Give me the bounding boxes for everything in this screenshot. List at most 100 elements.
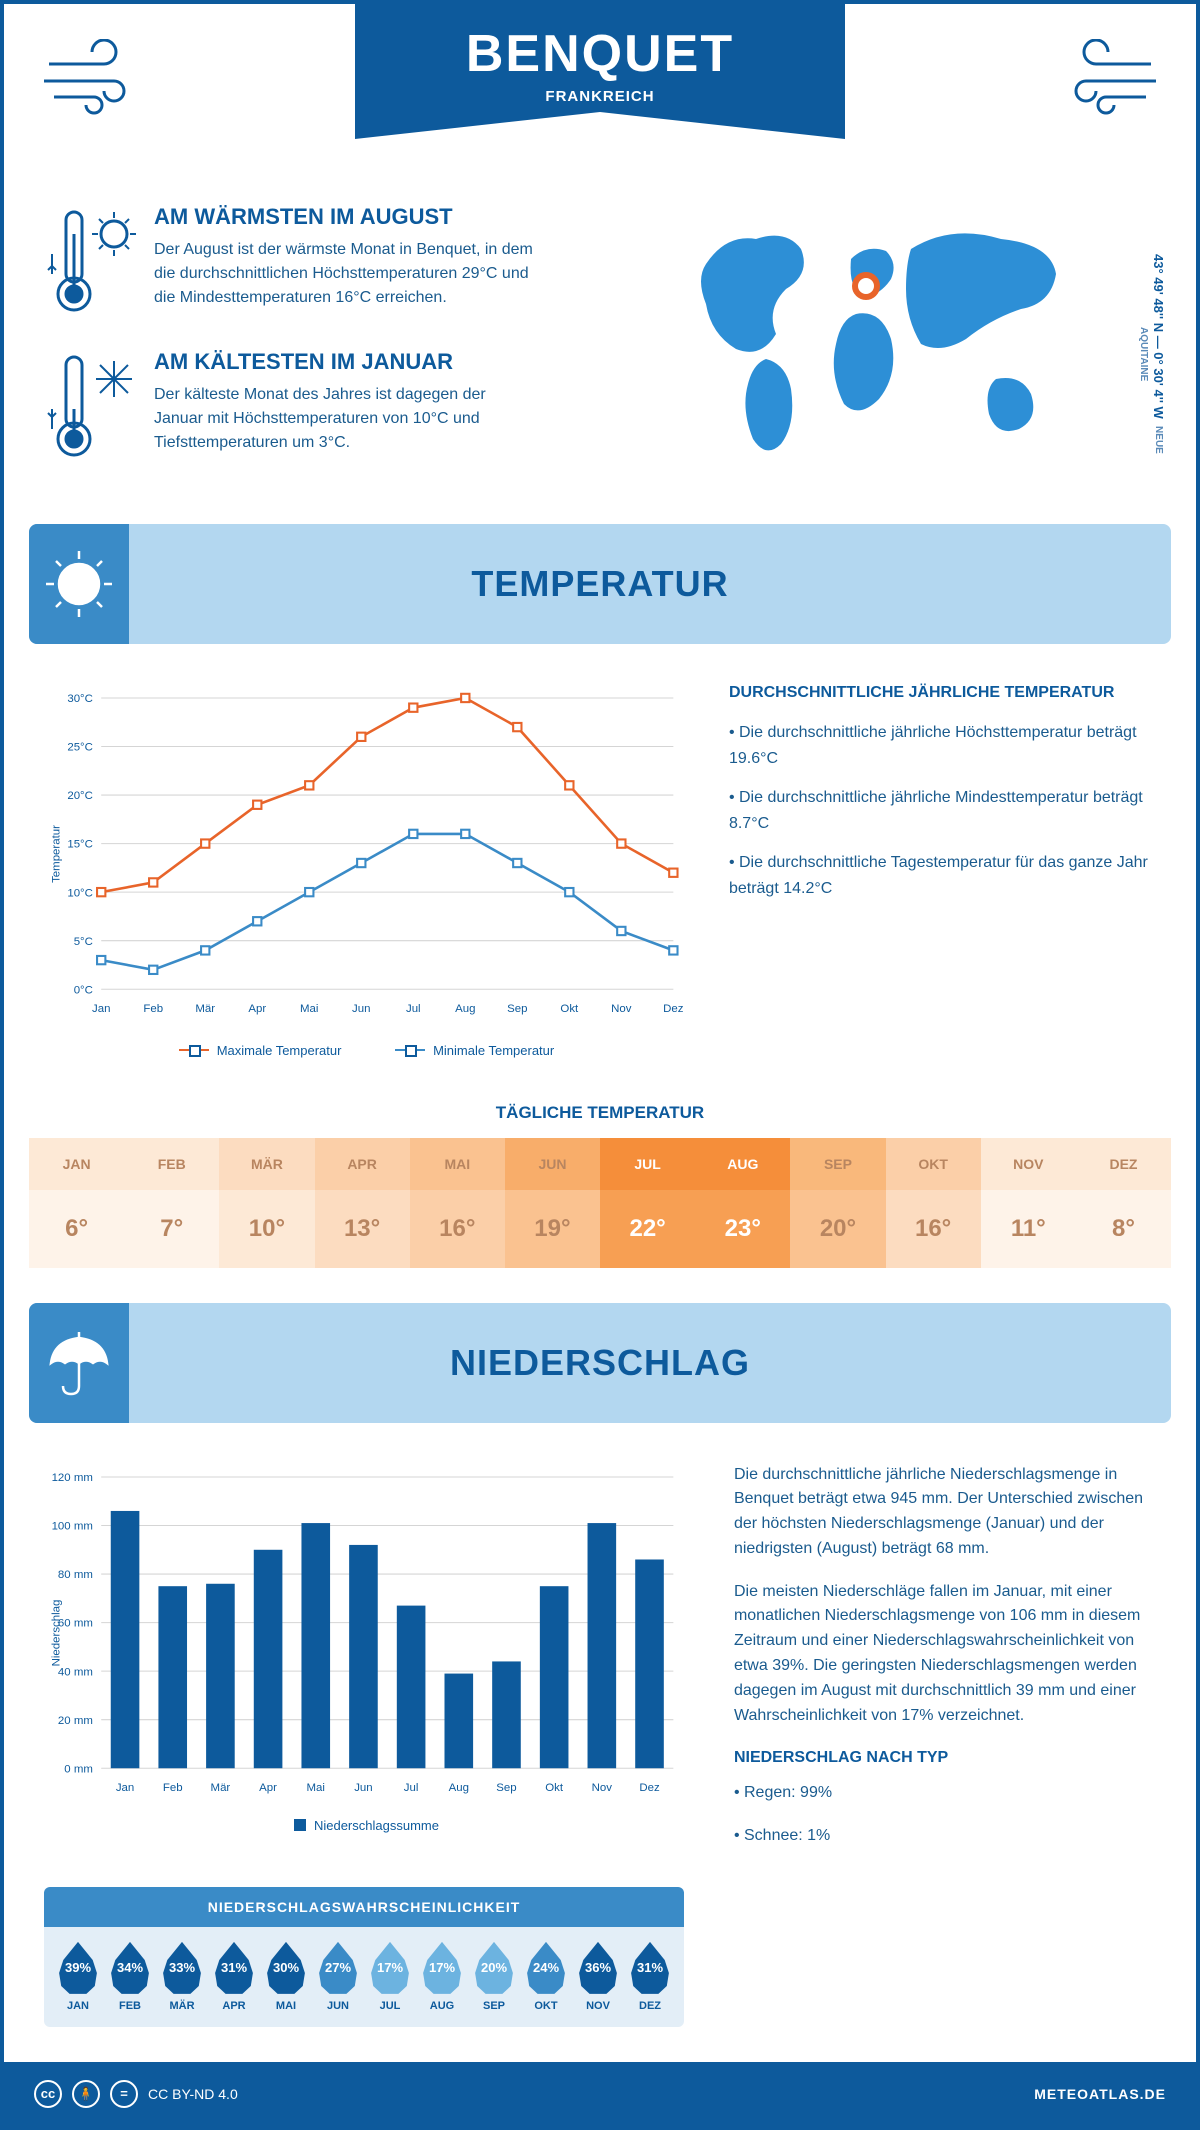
nd-icon: =: [110, 2080, 138, 2108]
temp-legend: Maximale Temperatur Minimale Temperatur: [44, 1039, 689, 1058]
svg-text:Mai: Mai: [307, 1782, 325, 1794]
annual-point: • Die durchschnittliche jährliche Höchst…: [729, 720, 1156, 771]
svg-text:0 mm: 0 mm: [64, 1763, 93, 1775]
svg-text:Sep: Sep: [496, 1782, 516, 1794]
rain-body: 0 mm20 mm40 mm60 mm80 mm100 mm120 mmJanF…: [4, 1423, 1196, 1887]
svg-text:Dez: Dez: [663, 1003, 684, 1015]
svg-text:Aug: Aug: [449, 1782, 469, 1794]
annual-point: • Die durchschnittliche jährliche Mindes…: [729, 785, 1156, 836]
svg-text:25°C: 25°C: [67, 742, 93, 754]
svg-text:Jan: Jan: [116, 1782, 134, 1794]
title-ribbon: BENQUET FRANKREICH: [355, 4, 845, 139]
warmest-title: AM WÄRMSTEN IM AUGUST: [154, 204, 534, 230]
rain-prob-drop: 20%SEP: [468, 1942, 520, 2012]
wind-icon-right: [1061, 39, 1161, 124]
wind-icon-left: [39, 39, 139, 124]
month-cell: SEP20°: [790, 1138, 885, 1268]
rain-legend: Niederschlagssumme: [44, 1818, 689, 1835]
svg-text:Temperatur: Temperatur: [51, 825, 63, 883]
svg-text:80 mm: 80 mm: [58, 1569, 93, 1581]
daily-temp-title: TÄGLICHE TEMPERATUR: [4, 1103, 1196, 1123]
svg-text:Feb: Feb: [143, 1003, 163, 1015]
svg-text:20°C: 20°C: [67, 790, 93, 802]
country-name: FRANKREICH: [355, 88, 845, 105]
rain-prob-drop: 17%AUG: [416, 1942, 468, 2012]
rain-prob-drop: 27%JUN: [312, 1942, 364, 2012]
daily-temp-table: JAN6°FEB7°MÄR10°APR13°MAI16°JUN19°JUL22°…: [29, 1138, 1171, 1268]
intro-section: AM WÄRMSTEN IM AUGUST Der August ist der…: [4, 184, 1196, 524]
month-cell: MÄR10°: [219, 1138, 314, 1268]
svg-text:Aug: Aug: [455, 1003, 475, 1015]
svg-text:Sep: Sep: [507, 1003, 527, 1015]
world-map: 43° 49' 48'' N — 0° 30' 4'' W NEUE AQUIT…: [656, 204, 1156, 484]
rain-prob-drop: 34%FEB: [104, 1942, 156, 2012]
rain-prob-drop: 39%JAN: [52, 1942, 104, 2012]
temp-body: 0°C 5°C 10°C 15°C 20°C 25°C 30°C Jan Feb Mär Apr Ma…: [4, 644, 1196, 1078]
by-icon: 🧍: [72, 2080, 100, 2108]
footer: cc 🧍 = CC BY-ND 4.0 METEOATLAS.DE: [4, 2062, 1196, 2126]
month-cell: JUL22°: [600, 1138, 695, 1268]
svg-text:Feb: Feb: [163, 1782, 183, 1794]
month-cell: JAN6°: [29, 1138, 124, 1268]
svg-text:10°C: 10°C: [67, 887, 93, 899]
month-cell: JUN19°: [505, 1138, 600, 1268]
svg-text:Jun: Jun: [352, 1003, 370, 1015]
coordinates: 43° 49' 48'' N — 0° 30' 4'' W NEUE AQUIT…: [1136, 234, 1166, 474]
svg-text:Niederschlag: Niederschlag: [51, 1599, 63, 1666]
rain-prob-drop: 31%APR: [208, 1942, 260, 2012]
sun-icon: [29, 524, 129, 644]
umbrella-icon: [29, 1303, 129, 1423]
warmest-text: Der August ist der wärmste Monat in Benq…: [154, 238, 534, 310]
prob-title: NIEDERSCHLAGSWAHRSCHEINLICHKEIT: [44, 1887, 684, 1927]
month-cell: OKT16°: [886, 1138, 981, 1268]
svg-text:Apr: Apr: [259, 1782, 277, 1794]
month-cell: AUG23°: [695, 1138, 790, 1268]
svg-text:Jul: Jul: [406, 1003, 421, 1015]
month-cell: MAI16°: [410, 1138, 505, 1268]
warmest-fact: AM WÄRMSTEN IM AUGUST Der August ist der…: [44, 204, 656, 319]
svg-text:0°C: 0°C: [74, 984, 93, 996]
city-name: BENQUET: [355, 24, 845, 84]
svg-text:30°C: 30°C: [67, 693, 93, 705]
rain-para: Die durchschnittliche jährliche Niedersc…: [734, 1463, 1156, 1562]
month-cell: FEB7°: [124, 1138, 219, 1268]
rain-prob-drop: 24%OKT: [520, 1942, 572, 2012]
svg-text:Nov: Nov: [592, 1782, 613, 1794]
svg-text:20 mm: 20 mm: [58, 1714, 93, 1726]
rainfall-bar-chart: 0 mm20 mm40 mm60 mm80 mm100 mm120 mmJanF…: [44, 1463, 689, 1803]
coldest-text: Der kälteste Monat des Jahres ist dagege…: [154, 383, 534, 455]
svg-text:60 mm: 60 mm: [58, 1617, 93, 1629]
svg-text:40 mm: 40 mm: [58, 1666, 93, 1678]
coldest-fact: AM KÄLTESTEN IM JANUAR Der kälteste Mona…: [44, 349, 656, 464]
rain-prob-drop: 36%NOV: [572, 1942, 624, 2012]
svg-text:Okt: Okt: [560, 1003, 579, 1015]
svg-text:Dez: Dez: [639, 1782, 660, 1794]
svg-text:Jun: Jun: [354, 1782, 372, 1794]
page: BENQUET FRANKREICH AM WÄRMSTEN IM AUGUST…: [0, 0, 1200, 2130]
svg-text:Jan: Jan: [92, 1003, 110, 1015]
svg-text:Apr: Apr: [248, 1003, 266, 1015]
svg-text:5°C: 5°C: [74, 936, 93, 948]
coldest-title: AM KÄLTESTEN IM JANUAR: [154, 349, 534, 375]
rain-heading: NIEDERSCHLAG: [450, 1342, 750, 1384]
month-cell: APR13°: [315, 1138, 410, 1268]
month-cell: NOV11°: [981, 1138, 1076, 1268]
annual-point: • Die durchschnittliche Tagestemperatur …: [729, 850, 1156, 901]
site-name: METEOATLAS.DE: [1034, 2086, 1166, 2102]
rain-bytype-item: • Regen: 99%: [734, 1781, 1156, 1806]
rain-prob-drop: 31%DEZ: [624, 1942, 676, 2012]
cc-icon: cc: [34, 2080, 62, 2108]
license: cc 🧍 = CC BY-ND 4.0: [34, 2080, 238, 2108]
rain-prob-drop: 17%JUL: [364, 1942, 416, 2012]
thermo-hot-icon: [44, 204, 154, 319]
rain-section-header: NIEDERSCHLAG: [29, 1303, 1171, 1423]
svg-text:Jul: Jul: [404, 1782, 419, 1794]
rain-probability: NIEDERSCHLAGSWAHRSCHEINLICHKEIT 39%JAN34…: [44, 1887, 684, 2027]
svg-text:Mär: Mär: [211, 1782, 231, 1794]
header: BENQUET FRANKREICH: [4, 4, 1196, 184]
temperature-line-chart: 0°C5°C10°C15°C20°C25°C30°CJanFebMärAprMa…: [44, 684, 689, 1024]
svg-text:Mär: Mär: [195, 1003, 215, 1015]
thermo-cold-icon: [44, 349, 154, 464]
svg-text:15°C: 15°C: [67, 839, 93, 851]
rain-para: Die meisten Niederschläge fallen im Janu…: [734, 1580, 1156, 1729]
